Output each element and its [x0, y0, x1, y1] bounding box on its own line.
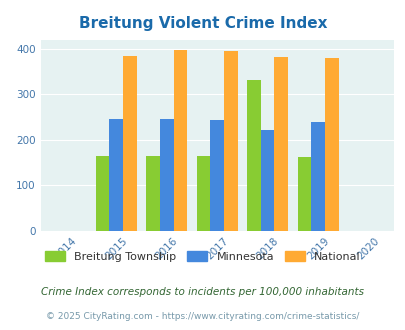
Bar — [324, 58, 338, 231]
Bar — [311, 122, 324, 231]
Bar — [210, 120, 224, 231]
Text: © 2025 CityRating.com - https://www.cityrating.com/crime-statistics/: © 2025 CityRating.com - https://www.city… — [46, 312, 359, 321]
Bar — [274, 57, 288, 231]
Legend: Breitung Township, Minnesota, National: Breitung Township, Minnesota, National — [41, 247, 364, 266]
Bar — [160, 119, 173, 231]
Bar — [247, 80, 260, 231]
Bar — [224, 51, 237, 231]
Bar — [260, 130, 274, 231]
Bar — [109, 119, 123, 231]
Bar — [297, 157, 311, 231]
Bar — [173, 50, 187, 231]
Bar — [96, 156, 109, 231]
Text: Crime Index corresponds to incidents per 100,000 inhabitants: Crime Index corresponds to incidents per… — [41, 287, 364, 297]
Bar — [146, 156, 160, 231]
Bar — [196, 156, 210, 231]
Bar — [123, 56, 136, 231]
Text: Breitung Violent Crime Index: Breitung Violent Crime Index — [79, 16, 326, 31]
